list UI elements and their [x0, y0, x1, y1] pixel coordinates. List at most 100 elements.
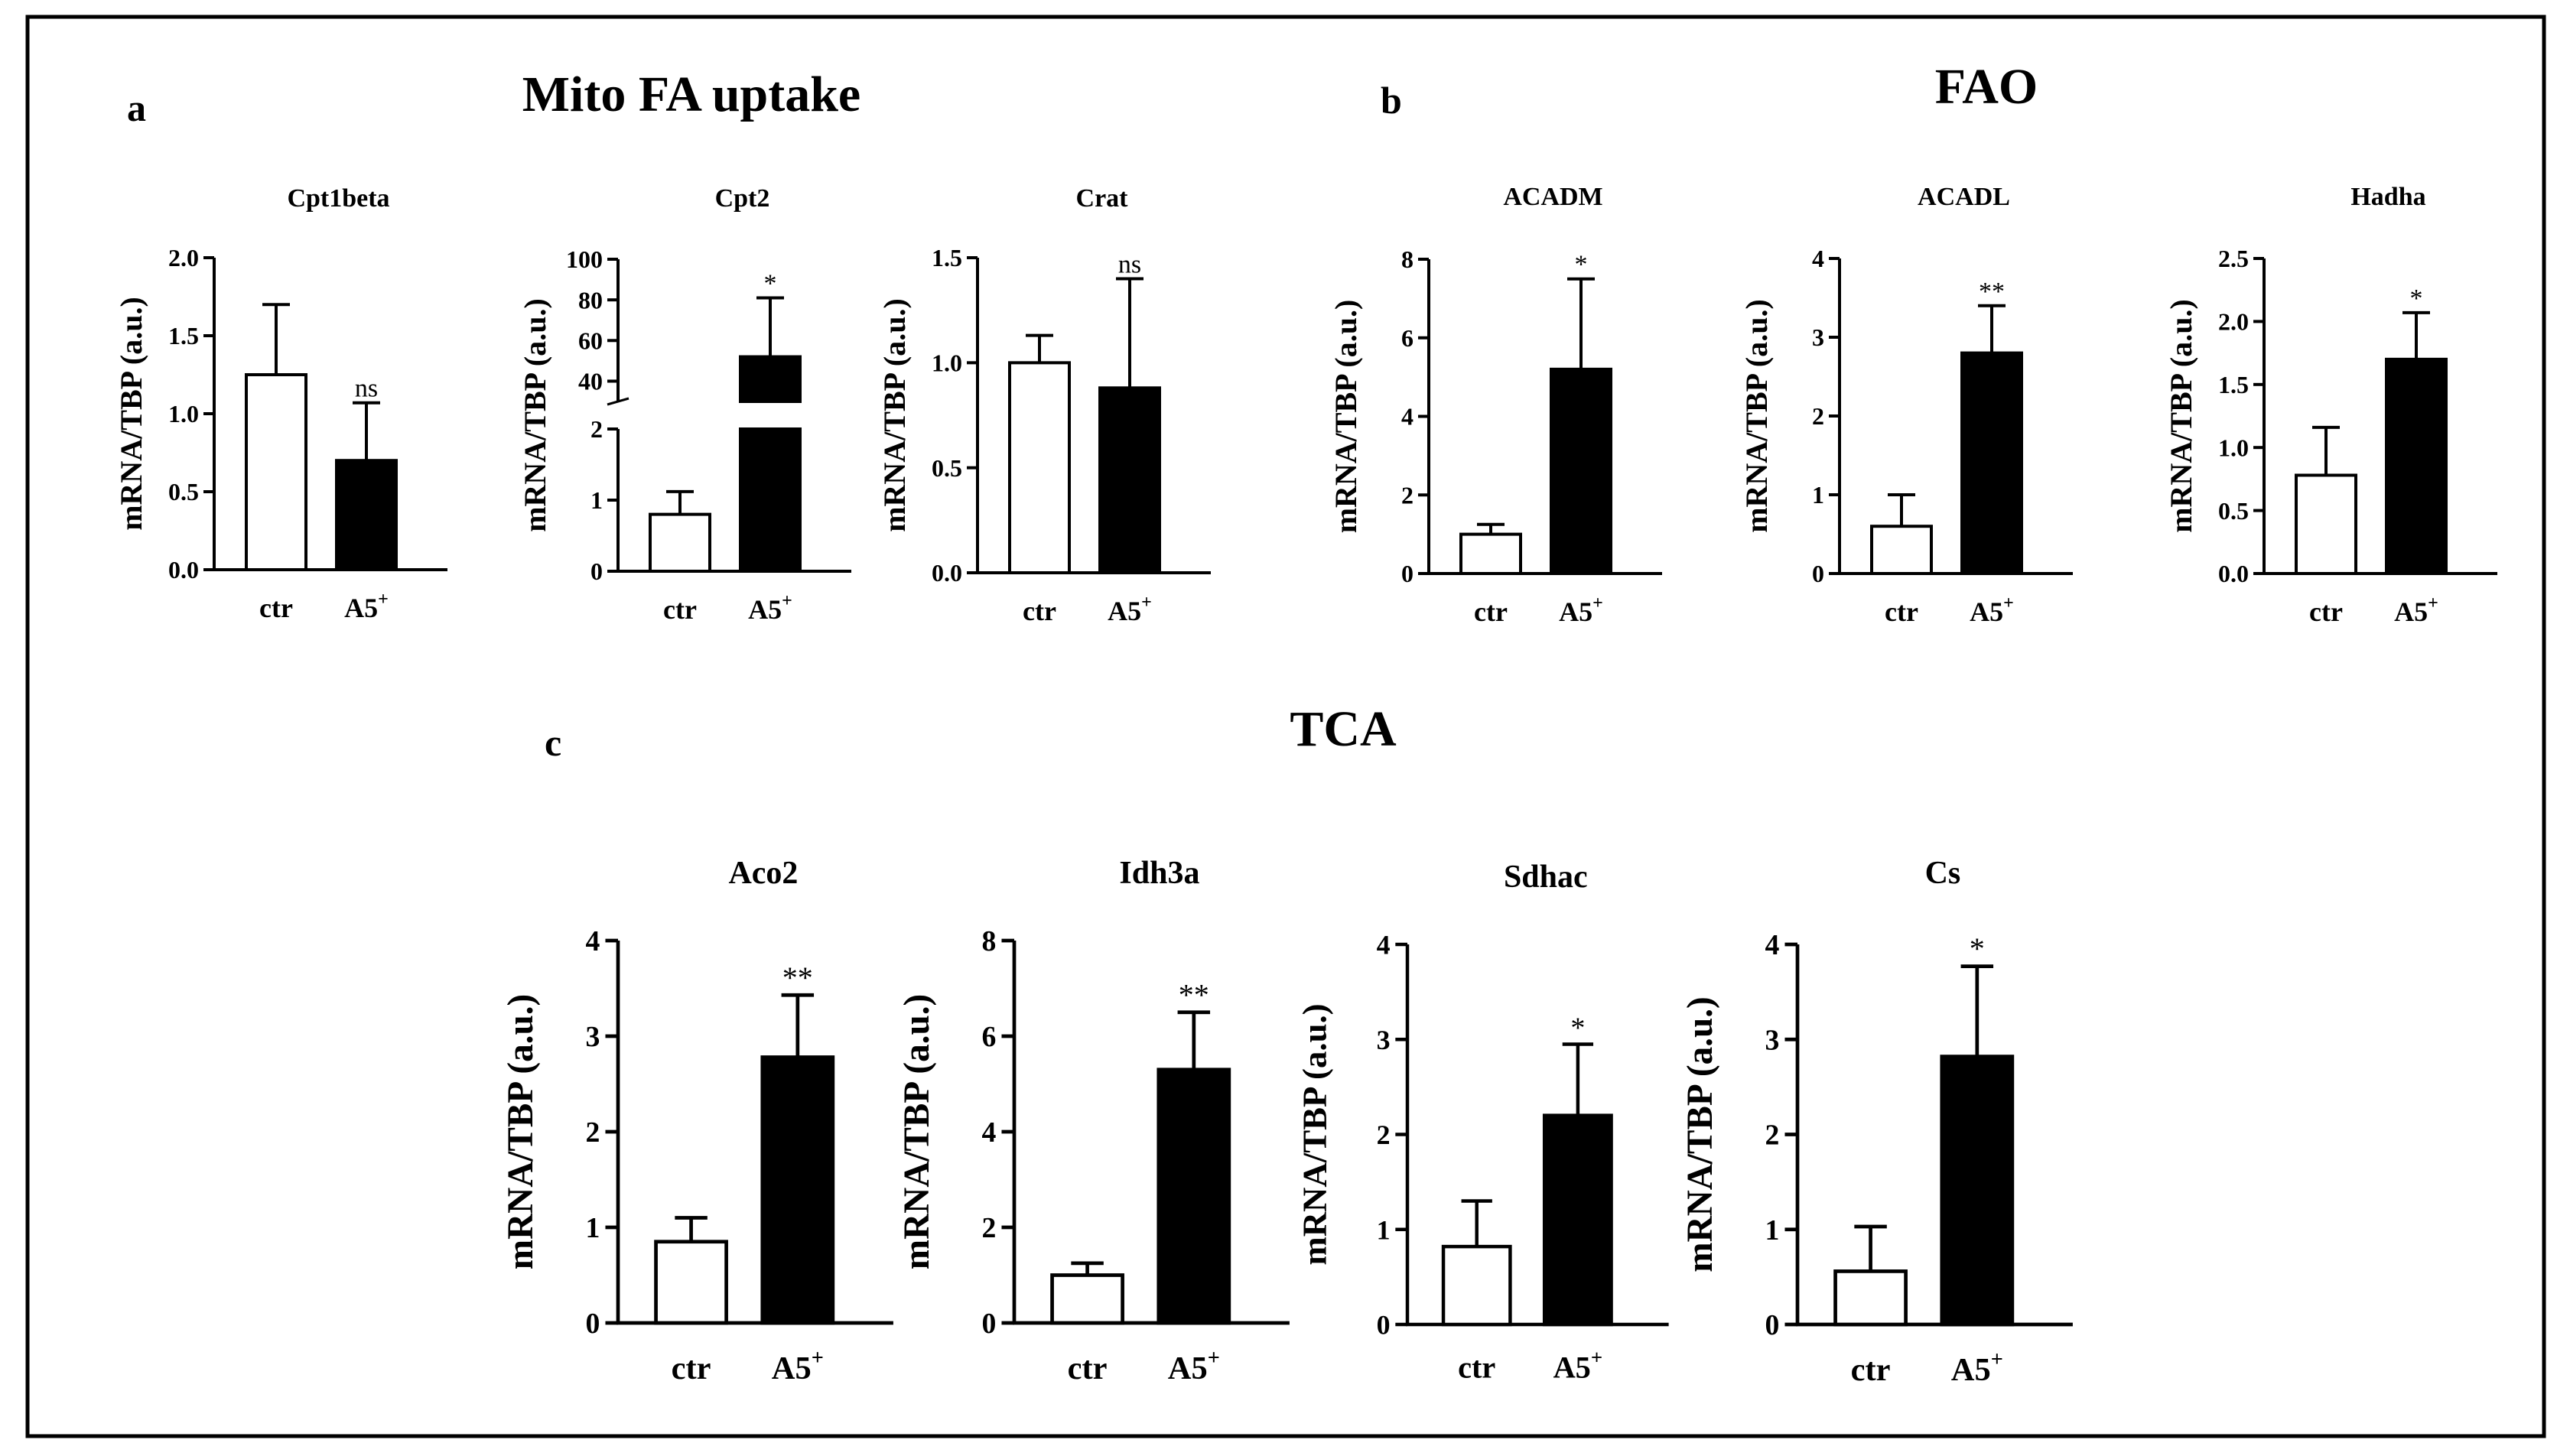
- bar-a5: [1156, 1068, 1231, 1325]
- y-tick-label: 1.5: [2218, 371, 2249, 398]
- section-a-title: Mito FA uptake: [522, 67, 860, 122]
- y-tick-label: 0.5: [2218, 497, 2249, 525]
- y-tick-label: 0.0: [2218, 560, 2249, 587]
- significance-label: **: [1979, 278, 2005, 306]
- bar-a5: [1550, 367, 1612, 575]
- charts-container: Cpt1beta mRNA/TBP (a.u.) 0.0 0.5 1.0 1.5 2.0 ct…: [114, 183, 2497, 1388]
- x-category-label: A5+: [344, 590, 389, 623]
- chart-title: Cpt2: [715, 184, 770, 213]
- x-category-label: ctr: [1885, 596, 1918, 627]
- y-tick-label: 6: [982, 1021, 997, 1053]
- y-axis-label: mRNA/TBP (a.u.): [501, 994, 541, 1269]
- bar-a5-lower: [739, 427, 802, 573]
- y-tick-label: 3: [1812, 323, 1824, 351]
- y-axis-label: mRNA/TBP (a.u.): [518, 298, 552, 532]
- chart-title: ACADM: [1503, 183, 1602, 211]
- figure-frame: [25, 15, 2546, 1438]
- y-tick-label: 2: [590, 415, 603, 443]
- x-category-label: ctr: [1068, 1350, 1108, 1386]
- y-tick-label: 1: [1812, 481, 1824, 509]
- chart-title: Sdhac: [1504, 860, 1588, 895]
- category-superscript: +: [1141, 593, 1152, 613]
- x-category-label: A5+: [748, 591, 792, 625]
- y-axis-label: mRNA/TBP (a.u.): [1296, 1003, 1334, 1265]
- y-tick-label: 2: [1377, 1120, 1391, 1150]
- chart-title: Cpt1beta: [287, 184, 389, 213]
- x-category-label: ctr: [1023, 596, 1056, 626]
- y-tick-label: 2: [1765, 1120, 1780, 1152]
- y-tick-label: 2: [1812, 402, 1824, 430]
- chart-acadl: ACADL mRNA/TBP (a.u.) 0 1 2 3 4 ctr ** A5+: [1739, 183, 2073, 627]
- significance-label: *: [2410, 284, 2423, 313]
- chart-crat: Crat mRNA/TBP (a.u.) 0.0 0.5 1.0 1.5 ctr ns A5+: [877, 184, 1211, 626]
- bar-a5: [335, 459, 398, 572]
- chart-title: Idh3a: [1119, 856, 1199, 891]
- y-tick-label: 8: [1401, 245, 1414, 273]
- x-category-label: A5+: [772, 1346, 824, 1386]
- y-tick-label: 2.0: [168, 244, 199, 271]
- chart-title: Hadha: [2350, 183, 2425, 211]
- y-tick-label: 1.5: [168, 322, 199, 349]
- bar-ctr: [1441, 1244, 1512, 1327]
- x-category-label: ctr: [1474, 596, 1508, 627]
- chart-title: Aco2: [728, 856, 798, 891]
- chart-cs: Cs mRNA/TBP (a.u.) 0 1 2 3 4 ctr * A5+: [1680, 856, 2073, 1388]
- y-axis-label: mRNA/TBP (a.u.): [2164, 299, 2198, 533]
- category-superscript: +: [782, 591, 792, 611]
- category-superscript: +: [1591, 1346, 1602, 1369]
- y-axis-label: mRNA/TBP (a.u.): [897, 994, 937, 1269]
- section-a-letter: a: [127, 86, 146, 129]
- bar-a5: [1940, 1055, 2015, 1327]
- y-tick-label: 8: [982, 925, 997, 957]
- y-tick-label: 1.5: [932, 244, 962, 271]
- x-category-label: ctr: [663, 594, 697, 625]
- y-tick-label: 60: [578, 327, 603, 354]
- bar-a5: [1542, 1113, 1613, 1327]
- y-tick-label: 1: [1377, 1214, 1391, 1245]
- category-superscript: +: [378, 590, 389, 609]
- bar-ctr: [1008, 361, 1071, 574]
- x-category-label: A5+: [2394, 593, 2438, 627]
- chart-sdhac: Sdhac mRNA/TBP (a.u.) 0 1 2 3 4 ctr * A5+: [1296, 860, 1669, 1384]
- y-tick-label: 4: [982, 1116, 997, 1149]
- y-tick-label: 3: [1377, 1025, 1391, 1055]
- x-category-label: ctr: [672, 1350, 711, 1386]
- y-tick-label: 40: [578, 368, 603, 395]
- category-superscript: +: [1592, 593, 1603, 613]
- y-tick-label: 1.0: [2218, 434, 2249, 461]
- y-tick-label: 4: [1812, 245, 1824, 272]
- axis-break-mark: [607, 397, 629, 406]
- y-tick-label: 2: [1401, 481, 1414, 509]
- y-tick-label: 0: [1377, 1310, 1391, 1341]
- x-category-label: ctr: [259, 593, 293, 623]
- bar-a5: [2385, 357, 2448, 575]
- section-c-title: TCA: [1290, 701, 1397, 757]
- bar-ctr: [1050, 1273, 1124, 1325]
- category-superscript: +: [2428, 593, 2438, 613]
- y-tick-label: 80: [578, 286, 603, 314]
- significance-label: **: [1179, 977, 1209, 1012]
- significance-label: *: [764, 269, 777, 297]
- y-tick-label: 2: [586, 1116, 600, 1149]
- significance-label: ns: [1118, 250, 1141, 278]
- x-category-label: A5+: [1951, 1347, 2003, 1388]
- y-tick-label: 3: [1765, 1024, 1780, 1056]
- y-tick-label: 1: [1765, 1214, 1780, 1246]
- x-category-label: A5+: [1108, 593, 1152, 626]
- y-tick-label: 100: [566, 245, 603, 273]
- y-axis-label: mRNA/TBP (a.u.): [114, 297, 148, 531]
- chart-cpt1beta: Cpt1beta mRNA/TBP (a.u.) 0.0 0.5 1.0 1.5 2.0 ct…: [114, 184, 447, 623]
- chart-hadha: Hadha mRNA/TBP (a.u.) 0.0 0.5 1.0 1.5 2.0 2.5 ct…: [2164, 183, 2497, 627]
- bar-a5-upper: [739, 355, 802, 403]
- y-tick-label: 4: [1401, 403, 1414, 431]
- y-tick-label: 6: [1401, 324, 1414, 352]
- x-category-label: ctr: [1458, 1350, 1495, 1384]
- bar-ctr: [245, 373, 307, 571]
- bar-ctr: [654, 1240, 728, 1325]
- category-superscript: +: [1991, 1347, 2003, 1371]
- y-axis-label: mRNA/TBP (a.u.): [877, 298, 912, 532]
- chart-aco2: Aco2 mRNA/TBP (a.u.) 0 1 2 3 4 ctr ** A5+: [501, 856, 893, 1386]
- y-tick-label: 0: [1401, 560, 1414, 587]
- y-tick-label: 0: [1812, 560, 1824, 587]
- y-tick-label: 0.5: [932, 454, 962, 482]
